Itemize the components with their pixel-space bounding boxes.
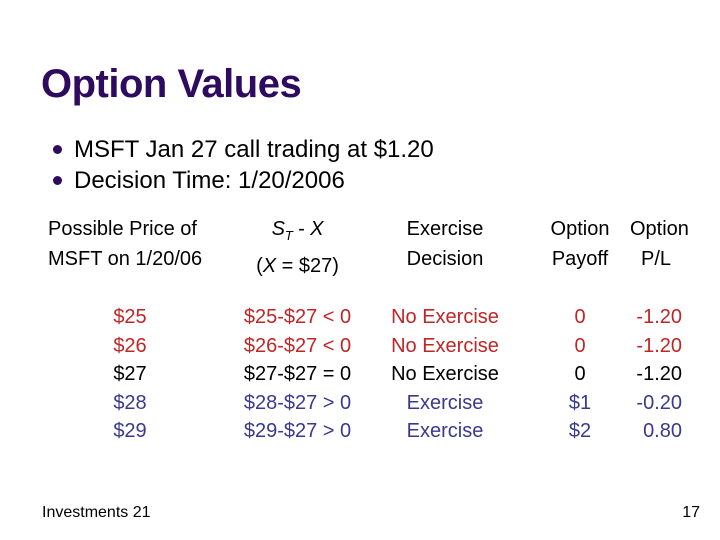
- cell-payoff: $2: [568, 420, 592, 442]
- table-row: $29 $29-$27 > 0 Exercise $2 0.80: [40, 417, 700, 446]
- footer-course-label: Investments 21: [42, 504, 151, 521]
- slide-title: Option Values: [41, 62, 302, 106]
- cell-pl: -1.20: [636, 306, 682, 328]
- cell-pl: -1.20: [636, 334, 682, 357]
- page-number: 17: [682, 504, 700, 521]
- bullet-dot-icon: [53, 145, 62, 154]
- bullet-item: Decision Time: 1/20/2006: [50, 165, 434, 196]
- header-option-pl: Option P/L: [630, 218, 689, 270]
- cell-payoff-calc: $28-$27 > 0: [243, 391, 352, 414]
- bullet-list: MSFT Jan 27 call trading at $1.20 Decisi…: [50, 134, 434, 196]
- table-row: $26 $26-$27 < 0 No Exercise 0 -1.20: [40, 332, 700, 361]
- table-row: $27 $27-$27 = 0 No Exercise 0 -1.20: [40, 360, 700, 389]
- bullet-item: MSFT Jan 27 call trading at $1.20: [50, 134, 434, 165]
- cell-payoff: $1: [568, 391, 592, 414]
- cell-payoff-calc: $29-$27 > 0: [243, 420, 352, 442]
- cell-payoff-calc: $26-$27 < 0: [243, 334, 352, 357]
- cell-payoff-calc: $25-$27 < 0: [243, 306, 352, 328]
- cell-payoff: 0: [574, 363, 586, 385]
- cell-price: $25: [113, 306, 147, 328]
- table-row: $25 $25-$27 < 0 No Exercise 0 -1.20: [40, 303, 700, 332]
- cell-decision: No Exercise: [391, 306, 499, 328]
- cell-price: $26: [113, 334, 147, 357]
- cell-price: $28: [113, 391, 147, 414]
- table-row: $28 $28-$27 > 0 Exercise $1 -0.20: [40, 389, 700, 418]
- cell-price: $27: [113, 363, 147, 385]
- table-header-row: Possible Price of MSFT on 1/20/06 ST - X …: [40, 214, 700, 281]
- header-possible-price: Possible Price of MSFT on 1/20/06: [48, 218, 203, 270]
- cell-pl: 0.80: [643, 420, 682, 442]
- cell-decision: Exercise: [406, 391, 484, 414]
- cell-decision: No Exercise: [391, 334, 499, 357]
- cell-payoff-calc: $27-$27 = 0: [243, 363, 352, 385]
- header-st-minus-x: ST - X (X = $27): [256, 218, 339, 277]
- cell-pl: -0.20: [636, 391, 682, 414]
- cell-payoff: 0: [574, 306, 586, 328]
- cell-pl: -1.20: [636, 363, 682, 385]
- bullet-dot-icon: [53, 176, 62, 185]
- bullet-text: MSFT Jan 27 call trading at $1.20: [74, 136, 434, 163]
- header-option-payoff: Option Payoff: [550, 218, 610, 270]
- cell-decision: Exercise: [406, 420, 484, 442]
- header-exercise-decision: Exercise Decision: [406, 218, 484, 270]
- bullet-text: Decision Time: 1/20/2006: [74, 167, 345, 194]
- cell-price: $29: [113, 420, 147, 442]
- cell-payoff: 0: [574, 334, 586, 357]
- cell-decision: No Exercise: [391, 363, 499, 385]
